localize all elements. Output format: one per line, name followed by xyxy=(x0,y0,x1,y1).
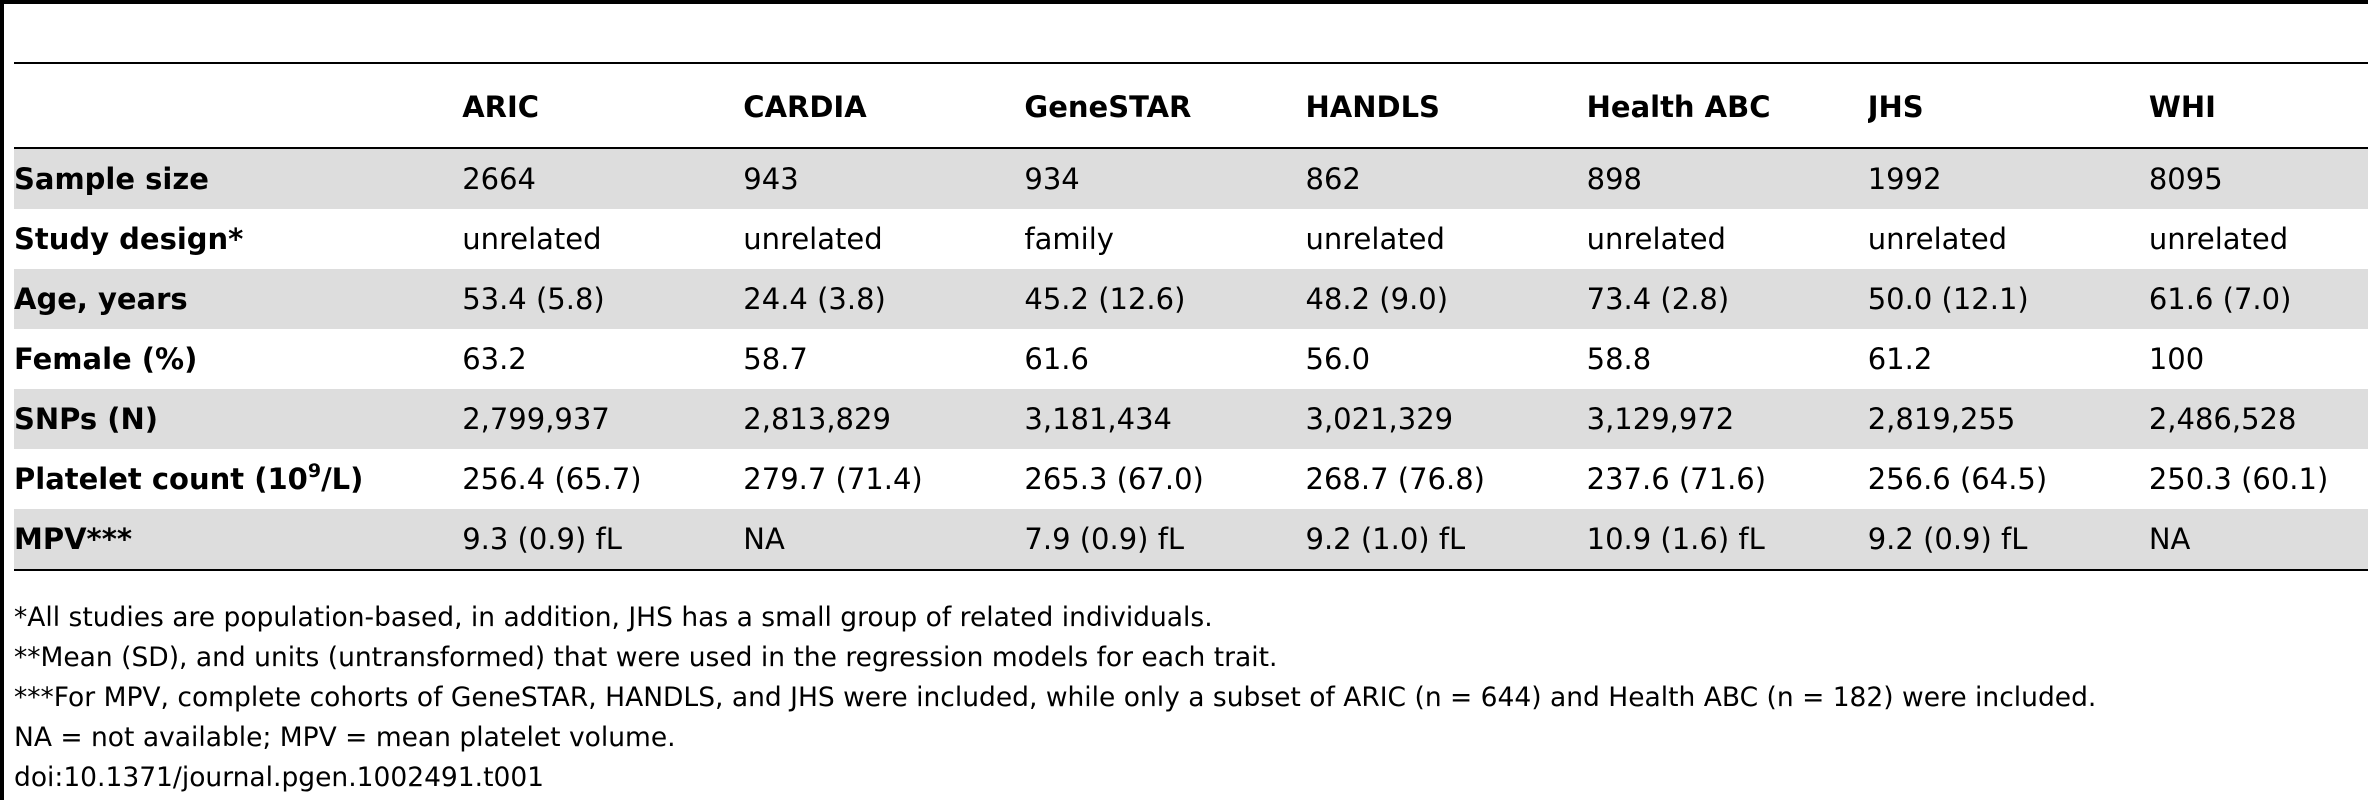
row-label-suffix: /L) xyxy=(321,462,364,496)
row-label: SNPs (N) xyxy=(14,389,463,449)
header-health-abc: Health ABC xyxy=(1586,63,1868,149)
table-cell: 24.4 (3.8) xyxy=(743,269,1025,329)
table-cell: 63.2 xyxy=(462,342,527,376)
cohort-characteristics-table: ARIC CARDIA GeneSTAR HANDLS Health ABC J… xyxy=(14,62,2368,571)
table-cell: 45.2 (12.6) xyxy=(1024,269,1306,329)
table-cell: unrelated xyxy=(2148,222,2289,256)
table-cell: unrelated xyxy=(462,222,602,256)
table-cell: 61.2 xyxy=(1867,342,1933,376)
footnote-abbreviations: NA = not available; MPV = mean platelet … xyxy=(14,722,676,753)
header-handls: HANDLS xyxy=(1305,63,1587,149)
row-label: MPV*** xyxy=(14,509,463,570)
header-row: ARIC CARDIA GeneSTAR HANDLS Health ABC J… xyxy=(14,63,2368,149)
table-cell: 9.3 (0.9) fL xyxy=(462,509,744,570)
table-cell: 48.2 (9.0) xyxy=(1305,269,1587,329)
table-cell: 3,021,329 xyxy=(1305,389,1587,449)
table-cell: 2,486,528 xyxy=(2148,389,2368,449)
table-cell: 898 xyxy=(1586,148,1868,209)
table-cell: 58.7 xyxy=(743,342,808,376)
table-cell: 256.4 (65.7) xyxy=(462,462,642,496)
row-label: Age, years xyxy=(14,269,463,329)
table-cell: 58.8 xyxy=(1586,342,1652,376)
header-jhs: JHS xyxy=(1867,63,2149,149)
top-border-rule xyxy=(0,0,2368,4)
table-cell: 61.6 (7.0) xyxy=(2148,269,2368,329)
left-border-rule xyxy=(0,0,4,800)
table-cell: 9.2 (0.9) fL xyxy=(1867,509,2149,570)
header-cardia: CARDIA xyxy=(743,63,1025,149)
table-footnotes: *All studies are population-based, in ad… xyxy=(14,598,2354,798)
table-cell: 862 xyxy=(1305,148,1587,209)
table-cell: 100 xyxy=(2148,342,2205,376)
footnote-mpv: ***For MPV, complete cohorts of GeneSTAR… xyxy=(14,682,2097,713)
header-whi: WHI xyxy=(2148,63,2368,149)
table-cell: unrelated xyxy=(743,222,883,256)
table-cell: 53.4 (5.8) xyxy=(462,269,744,329)
table-cell: 237.6 (71.6) xyxy=(1586,462,1767,496)
row-label: Study design* xyxy=(14,222,244,256)
table-container: ARIC CARDIA GeneSTAR HANDLS Health ABC J… xyxy=(14,62,2368,571)
table-cell: 265.3 (67.0) xyxy=(1024,462,1204,496)
table-cell: 7.9 (0.9) fL xyxy=(1024,509,1306,570)
table-cell: NA xyxy=(743,509,1025,570)
header-aric: ARIC xyxy=(462,63,744,149)
row-platelet-count: Platelet count (109/L) 256.4 (65.7) 279.… xyxy=(14,449,2368,509)
footnote-doi: doi:10.1371/journal.pgen.1002491.t001 xyxy=(14,762,545,793)
header-label-column xyxy=(14,63,463,149)
table-cell: 3,181,434 xyxy=(1024,389,1306,449)
row-label-text: Platelet count (10 xyxy=(14,462,308,496)
table-cell: NA xyxy=(2148,509,2368,570)
row-label: Sample size xyxy=(14,148,463,209)
table-cell: 56.0 xyxy=(1305,342,1371,376)
footnote-mean-sd: **Mean (SD), and units (untransformed) t… xyxy=(14,642,1278,673)
table-cell: 1992 xyxy=(1867,148,2149,209)
table-cell: 2,799,937 xyxy=(462,389,744,449)
table-cell: 279.7 (71.4) xyxy=(743,462,923,496)
row-label: Female (%) xyxy=(14,342,198,376)
table-cell: 268.7 (76.8) xyxy=(1305,462,1485,496)
table-cell: 943 xyxy=(743,148,1025,209)
table-cell: 2,813,829 xyxy=(743,389,1025,449)
table-cell: 2664 xyxy=(462,148,744,209)
table-cell: 9.2 (1.0) fL xyxy=(1305,509,1587,570)
table-cell: 61.6 xyxy=(1024,342,1089,376)
table-cell: 250.3 (60.1) xyxy=(2148,462,2329,496)
footnote-study-design: *All studies are population-based, in ad… xyxy=(14,602,1213,633)
row-age-years: Age, years 53.4 (5.8) 24.4 (3.8) 45.2 (1… xyxy=(14,269,2368,329)
table-cell: 73.4 (2.8) xyxy=(1586,269,1868,329)
row-snps: SNPs (N) 2,799,937 2,813,829 3,181,434 3… xyxy=(14,389,2368,449)
row-label-superscript: 9 xyxy=(307,460,322,482)
table-cell: 934 xyxy=(1024,148,1306,209)
table-cell: 50.0 (12.1) xyxy=(1867,269,2149,329)
table-cell: 3,129,972 xyxy=(1586,389,1868,449)
table-cell: family xyxy=(1024,222,1114,256)
table-cell: unrelated xyxy=(1586,222,1726,256)
table-cell: 2,819,255 xyxy=(1867,389,2149,449)
row-female-percent: Female (%) 63.2 58.7 61.6 56.0 58.8 61.2… xyxy=(14,329,2368,389)
table-cell: unrelated xyxy=(1305,222,1445,256)
table-cell: 10.9 (1.6) fL xyxy=(1586,509,1868,570)
row-study-design: Study design* unrelated unrelated family… xyxy=(14,209,2368,269)
row-sample-size: Sample size 2664 943 934 862 898 1992 80… xyxy=(14,148,2368,209)
header-genestar: GeneSTAR xyxy=(1024,63,1306,149)
table-cell: unrelated xyxy=(1867,222,2008,256)
table-cell: 8095 xyxy=(2148,148,2368,209)
row-label: Platelet count (109/L) xyxy=(14,449,462,509)
table-cell: 256.6 (64.5) xyxy=(1867,462,2048,496)
row-mpv: MPV*** 9.3 (0.9) fL NA 7.9 (0.9) fL 9.2 … xyxy=(14,509,2368,570)
